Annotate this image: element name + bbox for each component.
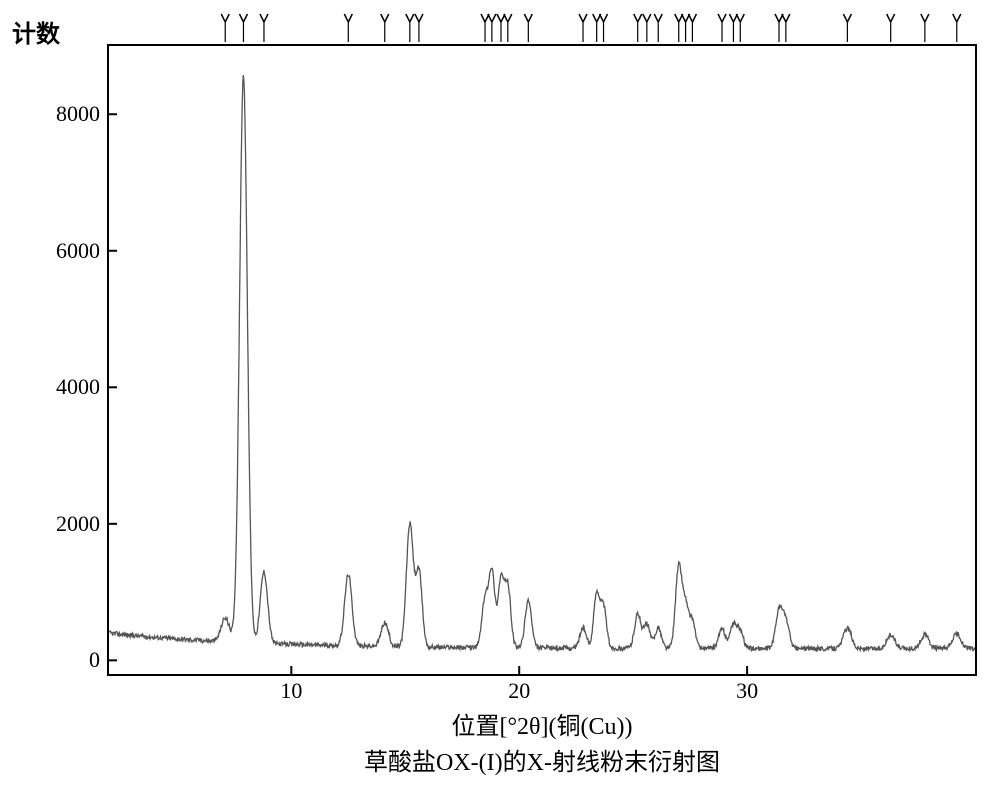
peak-marker-band (109, 12, 975, 42)
chart-caption: 草酸盐OX-(I)的X-射线粉末衍射图 (107, 742, 977, 777)
peak-marker (221, 14, 229, 42)
peak-marker (634, 14, 642, 42)
peak-marker (718, 14, 726, 42)
peak-marker (381, 14, 389, 42)
y-tick-label: 0 (20, 647, 100, 673)
plot-svg (109, 46, 975, 674)
peak-marker (887, 14, 895, 42)
peak-marker (675, 14, 683, 42)
y-tick-label: 8000 (20, 101, 100, 127)
peak-marker (260, 14, 268, 42)
peak-marker (921, 14, 929, 42)
x-tick-label: 30 (727, 678, 767, 704)
x-tick-label: 20 (499, 678, 539, 704)
y-tick-label: 6000 (20, 238, 100, 264)
peak-marker (682, 14, 690, 42)
peak-marker (415, 14, 423, 42)
peak-marker (600, 14, 608, 42)
peak-marker (643, 14, 651, 42)
y-tick-label: 4000 (20, 374, 100, 400)
peak-marker (654, 14, 662, 42)
y-axis-label: 计数 (12, 14, 60, 49)
peak-marker (524, 14, 532, 42)
peak-marker (488, 14, 496, 42)
peak-marker (406, 14, 414, 42)
x-axis-label: 位置[°2θ](铜(Cu)) (107, 706, 977, 741)
xrpd-trace (109, 75, 975, 651)
peak-marker (736, 14, 744, 42)
y-tick-label: 2000 (20, 511, 100, 537)
peak-marker (688, 14, 696, 42)
peak-marker (953, 14, 961, 42)
plot-area (107, 44, 977, 676)
peak-marker (481, 14, 489, 42)
peak-marker (775, 14, 783, 42)
peak-marker (782, 14, 790, 42)
peak-marker (504, 14, 512, 42)
peak-marker (843, 14, 851, 42)
x-tick-label: 10 (271, 678, 311, 704)
peak-marker (497, 14, 505, 42)
peak-marker (239, 14, 247, 42)
peak-marker (593, 14, 601, 42)
peak-marker (579, 14, 587, 42)
peak-marker (344, 14, 352, 42)
peak-marker (729, 14, 737, 42)
xrpd-chart: 计数 0 2000 4000 6000 8000 10 20 30 位置[°2θ](铜(Cu… (12, 12, 988, 777)
